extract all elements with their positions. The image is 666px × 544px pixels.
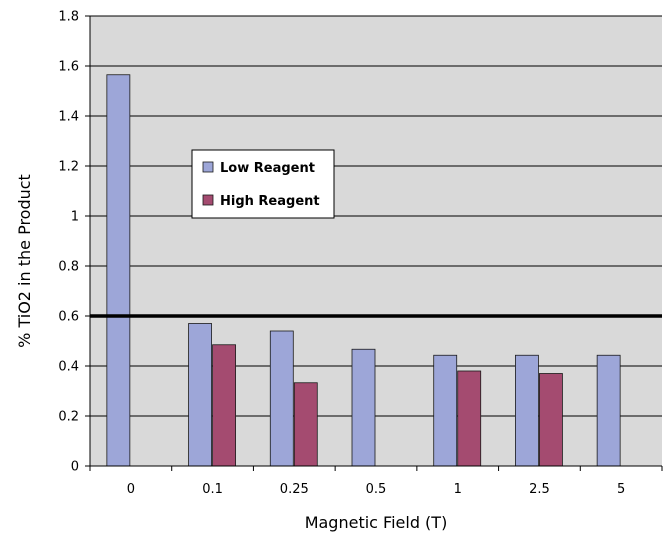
bar-low-reagent-2.5	[515, 354, 539, 467]
x-tick-label: 1	[454, 482, 462, 497]
y-tick-label: 1.6	[58, 60, 79, 75]
axes	[85, 15, 663, 471]
bar-low-reagent-0	[106, 74, 131, 467]
y-tick-label: 0.8	[58, 260, 79, 275]
x-tick-label: 0.1	[202, 482, 223, 497]
x-tick-label: 0	[127, 482, 135, 497]
y-tick-label: 1.8	[58, 10, 79, 25]
y-tick-label: 0	[71, 460, 79, 475]
legend-box	[191, 149, 335, 219]
y-tick-label: 0.6	[58, 310, 79, 325]
legend-swatch-high-reagent	[202, 194, 214, 206]
legend-label-high-reagent: High Reagent	[220, 194, 320, 209]
y-tick-label: 1.2	[58, 160, 79, 175]
bar-low-reagent-0.5	[351, 348, 376, 467]
bar-high-reagent-0.25	[293, 382, 318, 467]
legend: Low Reagent High Reagent	[191, 149, 335, 219]
y-tick-label: 1	[71, 210, 79, 225]
x-tick-label: 0.25	[280, 482, 309, 497]
x-tick-label: 0.5	[366, 482, 387, 497]
bar-high-reagent-0.1	[212, 344, 236, 467]
x-tick-labels: 0 0.1 0.25 0.5 1 2.5 5	[127, 482, 626, 497]
x-axis-title: Magnetic Field (T)	[305, 513, 448, 532]
plot-area	[90, 16, 662, 466]
y-tick-label: 0.4	[58, 360, 79, 375]
y-tick-label: 1.4	[58, 110, 79, 125]
legend-swatch-low-reagent	[202, 161, 214, 173]
bars	[106, 74, 621, 467]
bar-low-reagent-0.1	[188, 323, 212, 467]
legend-label-low-reagent: Low Reagent	[220, 161, 315, 176]
x-tick-label: 2.5	[529, 482, 550, 497]
bar-low-reagent-0.25	[269, 330, 294, 467]
bar-high-reagent-1	[457, 370, 482, 467]
y-tick-label: 0.2	[58, 410, 79, 425]
bar-high-reagent-2.5	[539, 373, 563, 467]
bar-low-reagent-5	[596, 354, 621, 467]
bar-low-reagent-1	[433, 354, 458, 467]
y-axis-title: % TiO2 in the Product	[15, 174, 34, 348]
x-tick-label: 5	[617, 482, 625, 497]
y-tick-labels: 0 0.2 0.4 0.6 0.8 1 1.2 1.4 1.6 1.8	[58, 10, 79, 475]
